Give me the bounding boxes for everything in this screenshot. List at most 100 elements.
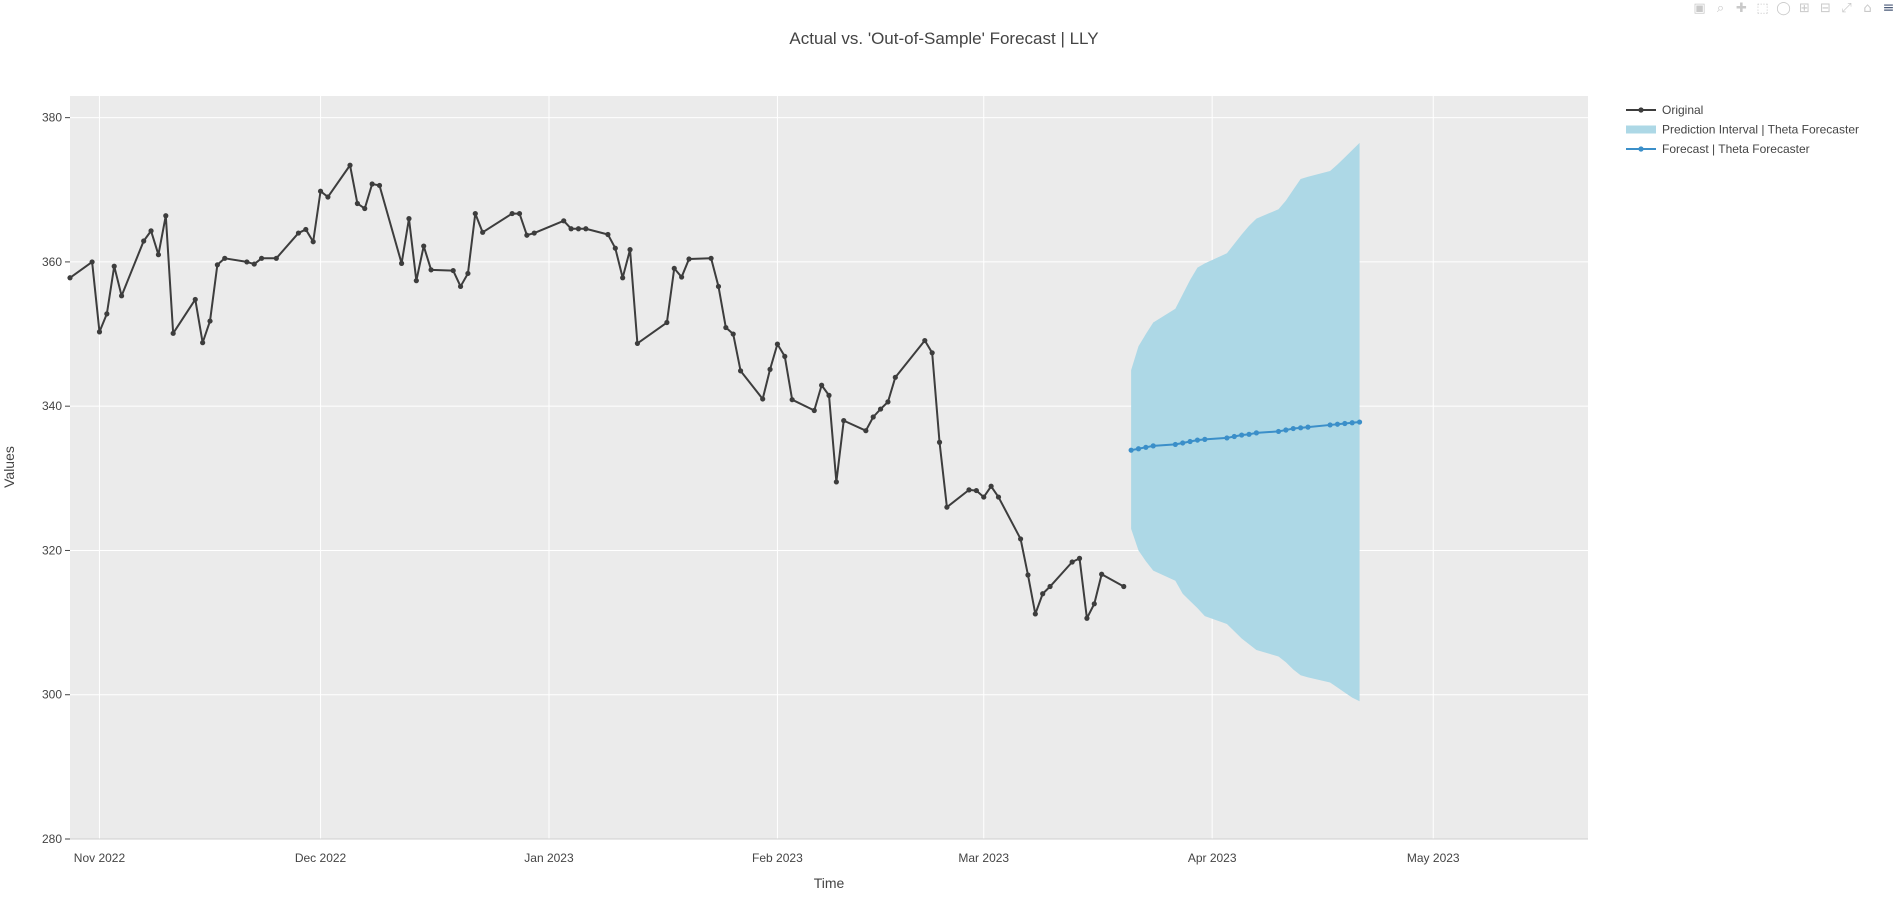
zoom-out-icon[interactable]: ⊟ (1820, 0, 1831, 16)
original-point[interactable] (155, 252, 162, 258)
original-point[interactable] (531, 230, 537, 236)
original-point[interactable] (244, 259, 250, 265)
forecast-point[interactable] (1172, 441, 1178, 448)
original-point[interactable] (413, 278, 419, 284)
original-point[interactable] (561, 218, 567, 224)
camera-icon[interactable]: ▣ (1693, 0, 1706, 16)
forecast-point[interactable] (1150, 443, 1156, 449)
original-point[interactable] (877, 406, 884, 412)
original-point[interactable] (929, 350, 935, 356)
original-point[interactable] (715, 283, 722, 290)
forecast-point[interactable] (1202, 436, 1208, 442)
original-point[interactable] (457, 283, 464, 290)
original-point[interactable] (428, 267, 434, 273)
original-point[interactable] (67, 275, 73, 281)
original-point[interactable] (782, 353, 788, 360)
forecast-point[interactable] (1342, 420, 1348, 427)
original-point[interactable] (568, 226, 574, 232)
original-point[interactable] (833, 479, 839, 485)
plotly-logo-icon[interactable]: ≡ (1882, 0, 1895, 16)
original-point[interactable] (111, 263, 117, 269)
original-point[interactable] (612, 245, 618, 251)
original-point[interactable] (148, 228, 154, 234)
original-point[interactable] (789, 397, 795, 403)
original-point[interactable] (516, 210, 523, 217)
original-point[interactable] (981, 494, 987, 500)
forecast-point[interactable] (1327, 422, 1333, 428)
original-point[interactable] (376, 182, 383, 189)
forecast-point[interactable] (1187, 438, 1193, 445)
original-point[interactable] (192, 296, 198, 303)
original-point[interactable] (450, 267, 456, 274)
original-point[interactable] (200, 340, 206, 346)
original-point[interactable] (774, 341, 781, 347)
original-point[interactable] (310, 239, 316, 245)
original-point[interactable] (325, 194, 331, 200)
forecast-point[interactable] (1194, 437, 1201, 443)
original-point[interactable] (222, 255, 228, 261)
forecast-point[interactable] (1128, 447, 1134, 453)
original-point[interactable] (944, 504, 950, 510)
original-point[interactable] (936, 439, 943, 445)
original-point[interactable] (708, 255, 714, 261)
forecast-point[interactable] (1246, 431, 1252, 437)
original-point[interactable] (369, 181, 375, 187)
original-point[interactable] (273, 255, 279, 261)
original-point[interactable] (686, 256, 692, 262)
original-point[interactable] (723, 324, 729, 331)
plot-area[interactable] (70, 96, 1588, 839)
original-point[interactable] (295, 230, 302, 236)
original-point[interactable] (472, 210, 478, 217)
forecast-point[interactable] (1356, 419, 1363, 425)
forecast-point[interactable] (1239, 432, 1245, 438)
original-point[interactable] (399, 260, 405, 266)
original-point[interactable] (671, 265, 677, 272)
original-point[interactable] (627, 247, 633, 253)
original-point[interactable] (118, 293, 125, 299)
original-point[interactable] (679, 274, 685, 280)
forecast-point[interactable] (1305, 424, 1311, 430)
legend-item[interactable]: Original (1626, 103, 1703, 117)
zoom-in-icon[interactable]: ⊞ (1799, 0, 1810, 16)
legend-item[interactable]: Forecast | Theta Forecaster (1626, 142, 1810, 156)
original-point[interactable] (1099, 571, 1105, 577)
forecast-point[interactable] (1143, 444, 1149, 450)
original-point[interactable] (303, 226, 309, 233)
reset-axes-icon[interactable]: ⌂ (1863, 0, 1872, 16)
original-point[interactable] (767, 366, 773, 372)
forecast-point[interactable] (1290, 425, 1296, 432)
forecast-point[interactable] (1275, 428, 1282, 435)
original-point[interactable] (1091, 601, 1097, 607)
original-point[interactable] (524, 232, 530, 238)
original-point[interactable] (885, 399, 891, 405)
original-point[interactable] (89, 259, 95, 265)
original-point[interactable] (170, 330, 176, 336)
forecast-point[interactable] (1224, 435, 1230, 441)
original-point[interactable] (620, 275, 626, 281)
original-point[interactable] (634, 340, 641, 347)
original-point[interactable] (1032, 611, 1038, 617)
original-point[interactable] (347, 162, 353, 168)
original-point[interactable] (1076, 555, 1083, 561)
lasso-select-icon[interactable]: ◯ (1776, 0, 1791, 16)
original-point[interactable] (841, 418, 847, 424)
original-point[interactable] (605, 231, 611, 238)
forecast-point[interactable] (1135, 446, 1142, 452)
original-point[interactable] (1025, 572, 1031, 578)
original-point[interactable] (1040, 591, 1046, 597)
forecast-point[interactable] (1349, 420, 1355, 426)
original-point[interactable] (207, 318, 213, 324)
original-point[interactable] (1121, 583, 1127, 590)
original-point[interactable] (258, 255, 265, 261)
original-point[interactable] (480, 229, 486, 235)
original-point[interactable] (317, 188, 324, 194)
original-point[interactable] (863, 428, 869, 434)
original-point[interactable] (1017, 536, 1024, 542)
original-point[interactable] (826, 392, 832, 398)
original-point[interactable] (730, 331, 736, 337)
forecast-point[interactable] (1334, 421, 1341, 427)
original-point[interactable] (163, 213, 169, 219)
original-point[interactable] (141, 238, 147, 244)
original-point[interactable] (995, 494, 1002, 500)
zoom-icon[interactable]: ⌕ (1716, 0, 1725, 16)
